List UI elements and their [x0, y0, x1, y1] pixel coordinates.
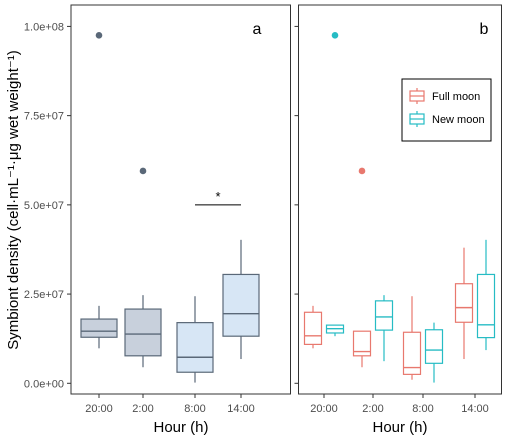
box-b-full-1400-box [454, 283, 474, 323]
x-tick-label-b: 20:00 [310, 403, 338, 415]
panel-b-frame [298, 4, 502, 395]
box-b-new-200-box [374, 300, 394, 331]
box-b-full-200-box [352, 330, 372, 357]
box-b-new-2000-outlier [331, 32, 339, 39]
y-tick-group: 0.0e+00 2.5e+07 5.0e+07 7.5e+07 1.0e+08 [24, 21, 299, 390]
y-tick-label: 2.5e+07 [24, 289, 64, 301]
y-tick-label: 5.0e+07 [24, 200, 64, 212]
y-tick-label: 7.5e+07 [24, 111, 64, 123]
legend-label-full-moon: Full moon [432, 91, 480, 103]
legend: Full moon New moon [401, 78, 492, 142]
x-tick-label-b: 2:00 [362, 403, 383, 415]
panel-a-label: a [253, 21, 262, 38]
legend-frame [401, 78, 492, 142]
box-b-full-200-outlier [358, 167, 366, 175]
x-tick-label: 20:00 [85, 403, 113, 415]
panel-a-plot [80, 32, 260, 383]
box-a-200-box [124, 308, 162, 357]
x-tick-label: 2:00 [132, 403, 153, 415]
x-tick-label: 8:00 [184, 403, 205, 415]
panel-a-frame [70, 4, 291, 395]
box-a-800-box [176, 322, 214, 373]
x-axis-title-b: Hour (h) [372, 419, 427, 436]
y-tick-label: 1.0e+08 [24, 21, 64, 33]
panel-b-plot [303, 32, 496, 383]
y-tick-label: 0.0e+00 [24, 378, 64, 390]
box-b-full-800-box [402, 331, 422, 375]
legend-key-full-moon [409, 88, 425, 104]
box-b-new-1400-box [476, 273, 496, 339]
x-tick-label: 14:00 [227, 403, 255, 415]
box-b-full-2000-box [303, 311, 323, 345]
significance-star: * [215, 189, 220, 204]
x-tick-group: 20:00 2:00 8:00 14:00 20:00 2:00 8:00 14:00 [85, 394, 489, 415]
box-a-1400-box [222, 273, 260, 337]
x-tick-label-b: 8:00 [412, 403, 433, 415]
box-a-200-outlier [139, 167, 147, 175]
panel-b-label: b [480, 21, 489, 38]
x-tick-label-b: 14:00 [461, 403, 489, 415]
box-b-new-800-box [424, 329, 444, 364]
legend-key-new-moon [409, 111, 425, 127]
legend-label-new-moon: New moon [432, 114, 485, 126]
box-a-2000-box [80, 318, 118, 338]
x-axis-title-a: Hour (h) [153, 419, 208, 436]
box-a-2000-outlier [95, 32, 103, 39]
y-axis-title: Symbiont density (cell·mL⁻¹·μg wet weigh… [5, 50, 22, 350]
